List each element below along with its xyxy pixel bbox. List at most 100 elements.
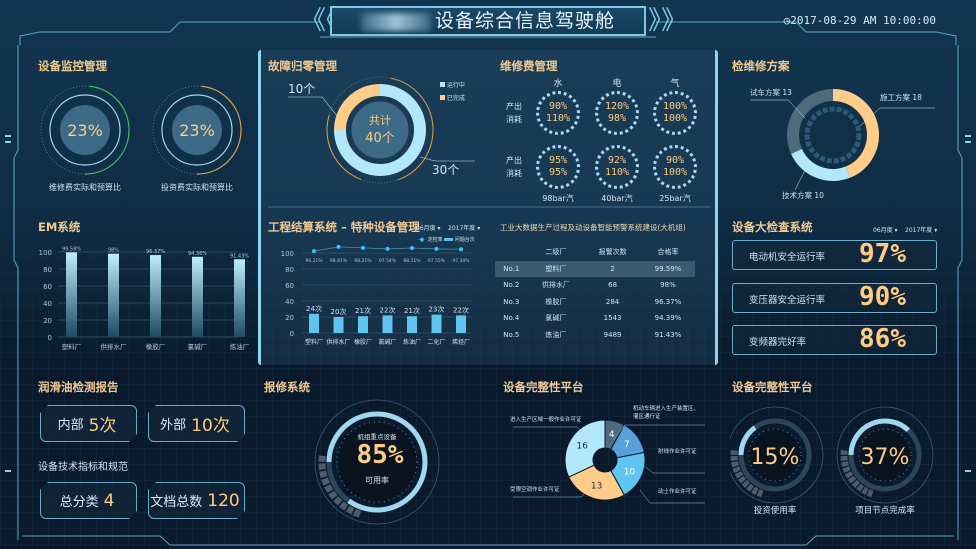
cost-column-header: 水 xyxy=(553,79,563,89)
title-text: 设备综合信息驾驶舱 xyxy=(434,10,615,32)
gauge-label: 维修费实际和预算比 xyxy=(49,183,121,192)
gear-segment xyxy=(731,461,739,468)
dotted-ring xyxy=(536,145,580,189)
integrity-pie-slice xyxy=(568,464,625,501)
slice-label: 射线作业许可证 xyxy=(658,447,697,455)
line-point xyxy=(336,244,341,249)
cost-row-label: 消耗 xyxy=(506,115,522,124)
table-row[interactable]: No.1 塑料厂 2 99.59% xyxy=(495,260,695,277)
leader-line xyxy=(288,96,339,118)
inspect-item: 变压器安全运行率 90% xyxy=(732,282,937,313)
bar-data-label: 94.36% xyxy=(188,251,207,257)
bar-data-label: 98% xyxy=(108,248,119,254)
label: 文档总数 xyxy=(150,495,203,510)
table-row[interactable]: No.2 供排水厂 68 98% xyxy=(495,277,695,294)
legend-running: 运行中 xyxy=(440,80,465,89)
y-tick-label: 80 xyxy=(285,266,294,274)
x-tick-label: 橡胶厂 xyxy=(146,342,166,351)
gear-segment xyxy=(732,466,741,474)
item-value: 90% xyxy=(859,282,906,312)
plan-slice-label: 技术方案 10 xyxy=(782,190,824,200)
leader-line xyxy=(859,107,935,127)
line-data-label: 98.11% xyxy=(403,258,421,264)
gear-segment xyxy=(324,484,334,493)
datetime: ◷2017-08-29 AM 10:00:00 xyxy=(784,14,936,27)
dotted-ring xyxy=(536,91,580,135)
progress-arc xyxy=(738,425,757,456)
accent-arc xyxy=(326,114,362,181)
x-tick-label: 塑料厂 xyxy=(62,342,82,351)
bar-data-label: 20次 xyxy=(331,307,347,316)
inspect-item: 电动机安全运行率 97% xyxy=(732,239,937,270)
section-title-plan: 检维修方案 xyxy=(732,59,790,73)
gauge-bottom-label: 可用率 xyxy=(365,476,389,485)
gear-segment xyxy=(333,496,343,506)
gauge-value: 15% xyxy=(751,445,800,470)
month-select[interactable]: 06月度 ▾ xyxy=(416,225,441,232)
cost-footer: 98bar汽 xyxy=(542,194,574,203)
consumption-value: 95% xyxy=(548,167,568,178)
availability-progress-arc xyxy=(326,411,428,513)
legend-label: 定检率 xyxy=(427,237,443,243)
leader-line xyxy=(642,464,705,474)
slice-label: 灌区通行证 xyxy=(633,412,661,420)
table-cell: 284 xyxy=(605,297,620,306)
table-row[interactable]: No.4 氯碱厂 1543 94.39% xyxy=(495,310,695,327)
table-cell: No.1 xyxy=(503,264,520,273)
table-cell: 供排水厂 xyxy=(541,281,570,290)
gauge-accent-arc xyxy=(196,85,242,175)
plan-donut-slice xyxy=(832,89,879,178)
gauge-label: 投资费实际和预算比 xyxy=(161,183,233,192)
month-select[interactable]: 06月度 ▾ xyxy=(873,227,898,234)
consumption-value: 100% xyxy=(662,167,688,178)
y-tick-label: 80 xyxy=(43,266,52,274)
leader-line xyxy=(750,99,806,119)
legend-label: 问题台次 xyxy=(454,237,475,243)
table-row[interactable]: No.3 橡胶厂 284 96.37% xyxy=(495,294,695,311)
problem-bar xyxy=(382,315,393,333)
value: 120 xyxy=(207,490,240,511)
gear-segment xyxy=(339,501,349,511)
leader-line xyxy=(639,489,705,504)
gear-segment xyxy=(866,489,874,498)
y-tick-label: 0 xyxy=(290,330,294,338)
month-value: 06月度 xyxy=(873,227,893,234)
gauge-core xyxy=(60,105,110,155)
table-cell: 91.43% xyxy=(654,330,682,339)
em-bar-chart: 0 20 40 60 80 100 99.59% 塑料厂 98% 供排水厂 96.37% 橡胶厂 94.… xyxy=(39,246,250,351)
cost-row-label: 产出 xyxy=(506,102,522,111)
consumption-value: 98% xyxy=(607,113,627,124)
cost-footer: 25bar汽 xyxy=(659,194,691,203)
gear-segment xyxy=(345,505,355,515)
integrity-pie-slice xyxy=(564,419,606,478)
fault-donut-slice xyxy=(334,84,381,131)
table-cell: 96.37% xyxy=(654,297,682,306)
cost-row-label: 消耗 xyxy=(506,169,522,178)
line-data-label: 97.34% xyxy=(452,258,470,264)
cost-footer: 40bar汽 xyxy=(601,194,633,203)
year-select[interactable]: 2017年度 ▾ xyxy=(448,225,481,232)
gauge-track xyxy=(738,418,812,492)
slice-value-label: 10 xyxy=(624,467,636,477)
done-count: 10个 xyxy=(288,82,316,96)
table-row[interactable]: No.5 炼油厂 9489 91.43% xyxy=(495,327,695,344)
y-tick-label: 40 xyxy=(285,298,294,306)
plan-slice-label: 试车方案 13 xyxy=(750,87,792,97)
table-cell: 94.39% xyxy=(654,314,682,323)
gauge-dial xyxy=(858,428,912,482)
dotted-ring xyxy=(595,91,639,135)
total-value: 40个 xyxy=(365,131,395,146)
table-cell: 1543 xyxy=(603,314,622,323)
page-title: 设备综合信息驾驶舱 xyxy=(330,6,646,36)
inspect-item: 变频器完好率 86% xyxy=(732,324,937,355)
line-data-label: 96.21% xyxy=(305,258,323,264)
outer-ring xyxy=(314,399,440,525)
slice-label: 动土作业许可证 xyxy=(658,487,697,495)
gear-segment xyxy=(756,489,764,498)
gear-segment xyxy=(328,490,338,500)
year-select[interactable]: 2017年度 ▾ xyxy=(905,227,938,234)
datetime-text: 2017-08-29 AM 10:00:00 xyxy=(790,14,936,27)
bar-data-label: 21次 xyxy=(355,306,371,315)
fault-donut-slice xyxy=(334,84,426,176)
